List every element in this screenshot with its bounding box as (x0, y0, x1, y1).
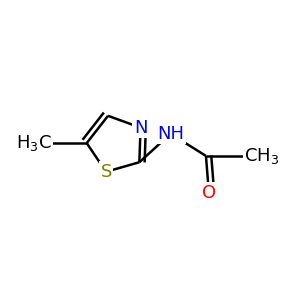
Text: H$_3$C: H$_3$C (16, 133, 51, 153)
Text: NH: NH (157, 125, 184, 143)
Text: CH$_3$: CH$_3$ (244, 146, 280, 166)
Text: O: O (202, 184, 216, 202)
Text: N: N (134, 118, 147, 136)
Text: S: S (100, 163, 112, 181)
